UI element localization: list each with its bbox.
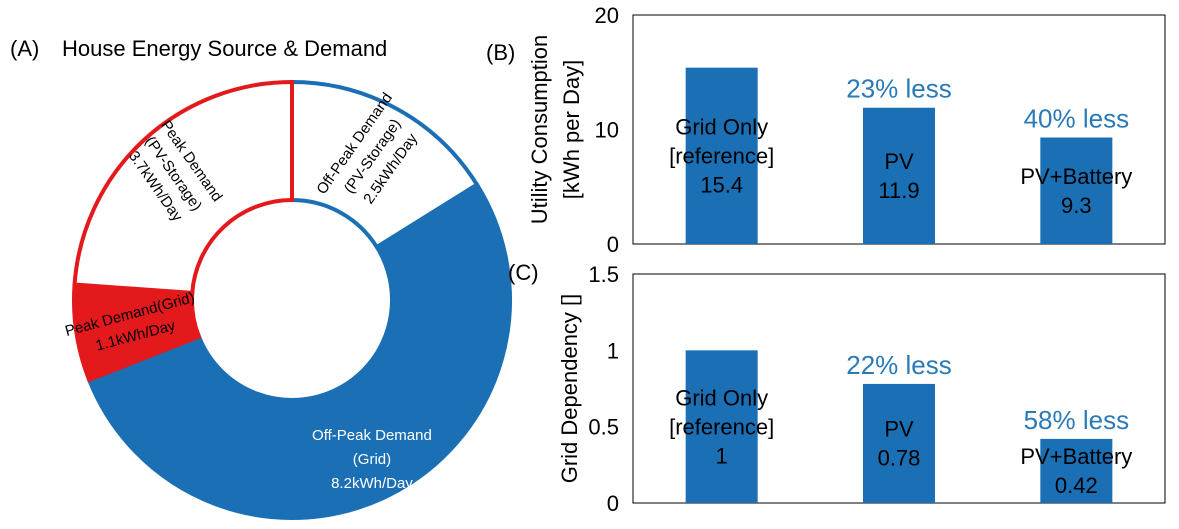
y-tick-label: 1	[607, 338, 619, 363]
bar-label: [reference]	[669, 144, 774, 169]
bar-label: PV+Battery	[1020, 164, 1132, 189]
bar-label: PV	[884, 417, 914, 442]
bar-label: 9.3	[1061, 193, 1092, 218]
panel-b-bar-chart: (B) 0 10 20 Utility Consumption [kWh per Day…	[486, 3, 1166, 257]
bar-pv	[863, 107, 935, 245]
bar-label: 11.9	[878, 178, 919, 203]
donut-label-line: (Grid)	[353, 451, 391, 468]
panel-label-b: (B)	[486, 40, 515, 65]
bar-pv-battery	[1040, 438, 1113, 503]
y-tick-label: 20	[595, 3, 619, 28]
y-axis-label: Utility Consumption [kWh per Day]	[527, 35, 584, 225]
bar-label: Grid Only	[675, 115, 768, 140]
bar-label: 0.78	[878, 446, 921, 471]
donut-label-off-peak-demand-grid: Off-Peak Demand (Grid) 8.2kWh/Day	[312, 427, 432, 492]
bar-annotation: 40% less	[1024, 104, 1130, 134]
donut-slice-off-peak-demand-grid	[86, 181, 512, 520]
panel-a-donut-chart: (A) House Energy Source & Demand Off-Pea…	[10, 36, 512, 520]
bar-label: 1	[716, 443, 728, 468]
bar-annotation: 22% less	[846, 350, 952, 380]
y-axis-label-line: Utility Consumption	[527, 35, 552, 225]
panel-label-a: (A)	[10, 36, 39, 61]
bar-pv	[863, 383, 935, 503]
utility-consumption-chart: 0 10 20 Utility Consumption [kWh per Day] Gri…	[527, 3, 1166, 257]
donut-slices: Off-Peak Demand(PV-Storage)2.5kWh/DayOff…	[63, 79, 512, 520]
donut-chart-title: House Energy Source & Demand	[62, 36, 387, 61]
bar-grid-only-reference	[685, 350, 758, 503]
y-tick-label: 10	[595, 118, 619, 143]
y-axis-label: Grid Dependency []	[557, 294, 582, 484]
bar-label: PV	[884, 149, 914, 174]
donut-slice-off-peak-demand-pv-storage	[290, 79, 480, 250]
bar-label: PV+Battery	[1020, 444, 1132, 469]
bar-label: [reference]	[669, 414, 774, 439]
y-tick-label: 0	[607, 232, 619, 257]
bar-label: Grid Only	[675, 385, 768, 410]
bar-label: 0.42	[1055, 473, 1098, 498]
panel-label-c: (C)	[508, 260, 539, 285]
donut-slice-peak-demand-pv-storage	[72, 79, 294, 296]
bar-annotation: 58% less	[1024, 405, 1130, 435]
y-axis-label-line: Grid Dependency []	[557, 294, 582, 484]
donut-label-line: Off-Peak Demand	[312, 427, 432, 444]
bar-grid-only-reference	[685, 67, 758, 244]
y-axis-label-line: [kWh per Day]	[559, 60, 584, 199]
bar-pv-battery	[1040, 137, 1113, 244]
y-tick-label: 0	[607, 491, 619, 516]
donut-label-line: 8.2kWh/Day	[331, 475, 413, 492]
y-tick-label: 1.5	[588, 262, 619, 287]
bar-label: 15.4	[700, 173, 743, 198]
y-tick-label: 0.5	[588, 415, 619, 440]
bar-annotation: 23% less	[846, 74, 952, 104]
